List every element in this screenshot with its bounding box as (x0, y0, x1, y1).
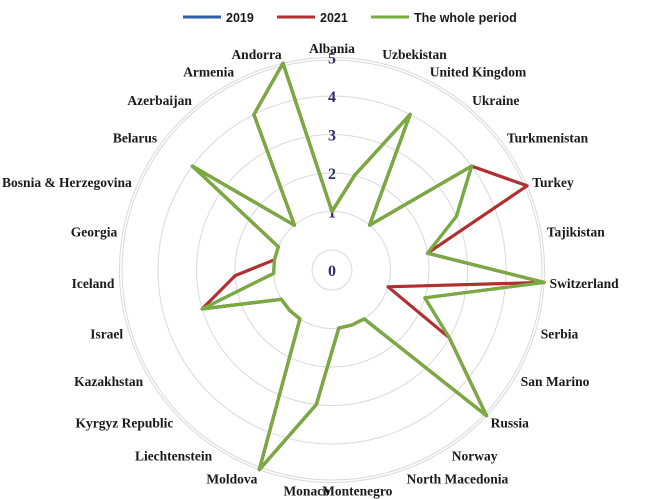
grid-ring-5 (119, 57, 545, 483)
grid-ring-4 (157, 95, 507, 445)
tick-label-2: 2 (328, 166, 336, 183)
series-line-the-whole-period (190, 61, 546, 472)
category-label-norway: Norway (452, 449, 498, 464)
category-label-turkey: Turkey (532, 175, 574, 190)
legend-label-whole-period: The whole period (414, 11, 517, 25)
category-label-kyrgyz-republic: Kyrgyz Republic (76, 415, 174, 430)
category-label-united-kingdom: United Kingdom (430, 65, 527, 80)
category-label-bosnia-and-herzegovina: Bosnia & Herzegovina (2, 175, 132, 190)
category-label-russia: Russia (491, 415, 530, 430)
category-label-turkmenistan: Turkmenistan (507, 130, 589, 145)
category-label-monaco: Monaco (283, 484, 330, 499)
category-label-moldova: Moldova (206, 472, 257, 487)
category-label-belarus: Belarus (113, 130, 157, 145)
category-label-liechtenstein: Liechtenstein (135, 449, 213, 464)
legend: 2019 2021 The whole period (183, 11, 517, 25)
series-line-2021 (190, 61, 546, 472)
category-label-andorra: Andorra (231, 47, 281, 62)
category-label-north-macedonia: North Macedonia (407, 472, 509, 487)
category-label-armenia: Armenia (183, 65, 234, 80)
category-label-ukraine: Ukraine (472, 93, 519, 108)
tick-label-0: 0 (328, 263, 336, 280)
category-label-albania: Albania (309, 41, 355, 56)
legend-label-2019: 2019 (226, 11, 254, 25)
legend-item-2019: 2019 (183, 11, 254, 25)
category-label-uzbekistan: Uzbekistan (382, 47, 447, 62)
category-label-israel: Israel (90, 327, 123, 342)
grid-ring-0 (311, 249, 353, 291)
radar-series (190, 61, 546, 472)
category-label-san-marino: San Marino (521, 374, 590, 389)
tick-label-4: 4 (328, 89, 336, 106)
category-label-tajikistan: Tajikistan (547, 225, 606, 240)
legend-item-2021: 2021 (277, 11, 348, 25)
category-label-iceland: Iceland (72, 276, 115, 291)
grid-ring-2 (234, 172, 430, 368)
legend-label-2021: 2021 (320, 11, 348, 25)
category-label-serbia: Serbia (541, 327, 579, 342)
tick-label-3: 3 (328, 128, 336, 145)
category-label-azerbaijan: Azerbaijan (127, 93, 192, 108)
category-label-georgia: Georgia (71, 225, 118, 240)
tick-label-5: 5 (328, 51, 336, 68)
category-label-kazakhstan: Kazakhstan (74, 374, 144, 389)
category-labels: Albania Uzbekistan United Kingdom Ukraine Tu… (2, 41, 619, 499)
grid-ring-3 (196, 134, 468, 406)
series-line-2019 (190, 61, 546, 472)
legend-item-whole-period: The whole period (371, 11, 517, 25)
grid-ring-outer (121, 59, 543, 481)
category-label-montenegro: Montenegro (322, 484, 392, 499)
category-label-switzerland: Switzerland (550, 276, 619, 291)
